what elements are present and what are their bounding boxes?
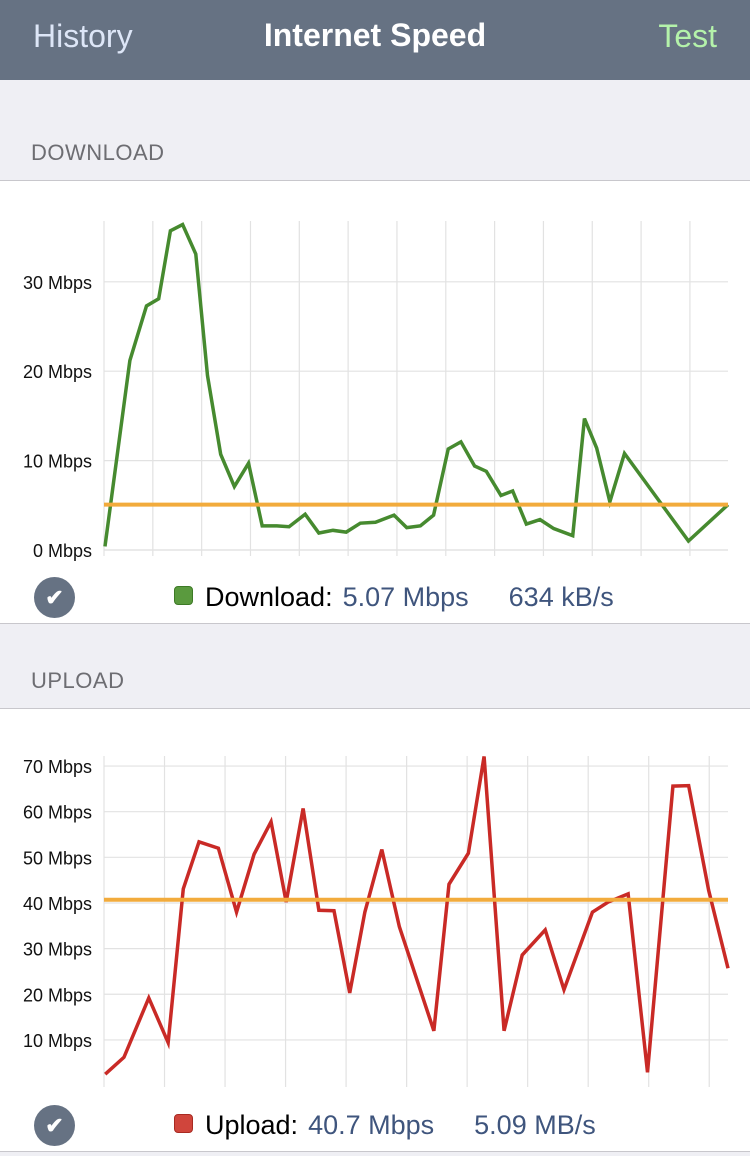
- upload-footer: ✔ Upload: 40.7 Mbps 5.09 MB/s: [0, 1101, 750, 1151]
- y-tick-label: 30 Mbps: [23, 940, 92, 960]
- download-speed: 5.07 Mbps: [342, 582, 469, 612]
- checkmark-circle-icon[interactable]: ✔: [34, 577, 75, 618]
- upload-panel: 10 Mbps 20 Mbps 30 Mbps 40 Mbps 50 Mbps 60 Mb…: [0, 708, 750, 1152]
- y-tick-label: 20 Mbps: [23, 362, 92, 382]
- test-button[interactable]: Test: [658, 18, 717, 54]
- upload-chart: 10 Mbps 20 Mbps 30 Mbps 40 Mbps 50 Mbps 60 Mb…: [23, 756, 730, 1087]
- download-section-title: DOWNLOAD: [31, 140, 165, 165]
- y-tick-label: 50 Mbps: [23, 848, 92, 868]
- download-series-line: [103, 222, 730, 547]
- download-panel: 0 Mbps 10 Mbps 20 Mbps 30 Mbps ✔ Download: 5…: [0, 180, 750, 624]
- download-footer: ✔ Download: 5.07 Mbps 634 kB/s: [0, 573, 750, 623]
- checkmark-circle-icon[interactable]: ✔: [34, 1105, 75, 1146]
- upload-label: Upload:: [205, 1110, 299, 1140]
- upload-speed: 40.7 Mbps: [308, 1110, 435, 1140]
- y-tick-label: 10 Mbps: [23, 1031, 92, 1051]
- history-button[interactable]: History: [33, 18, 133, 54]
- y-tick-label: 10 Mbps: [23, 452, 92, 472]
- y-tick-label: 0 Mbps: [33, 541, 92, 561]
- download-legend: Download: 5.07 Mbps 634 kB/s: [174, 582, 614, 613]
- download-swatch: [174, 586, 193, 605]
- y-tick-label: 40 Mbps: [23, 894, 92, 914]
- y-tick-label: 30 Mbps: [23, 273, 92, 293]
- navigation-bar: History Internet Speed Test: [0, 0, 750, 80]
- download-chart: 0 Mbps 10 Mbps 20 Mbps 30 Mbps: [23, 221, 730, 561]
- upload-legend: Upload: 40.7 Mbps 5.09 MB/s: [174, 1110, 596, 1141]
- upload-swatch: [174, 1114, 193, 1133]
- y-tick-label: 70 Mbps: [23, 757, 92, 777]
- upload-series-line: [104, 756, 730, 1076]
- download-rate: 634 kB/s: [508, 582, 614, 612]
- y-tick-label: 60 Mbps: [23, 803, 92, 823]
- download-label: Download:: [205, 582, 333, 612]
- y-tick-label: 20 Mbps: [23, 985, 92, 1005]
- upload-rate: 5.09 MB/s: [474, 1110, 596, 1140]
- upload-section-title: UPLOAD: [31, 668, 125, 693]
